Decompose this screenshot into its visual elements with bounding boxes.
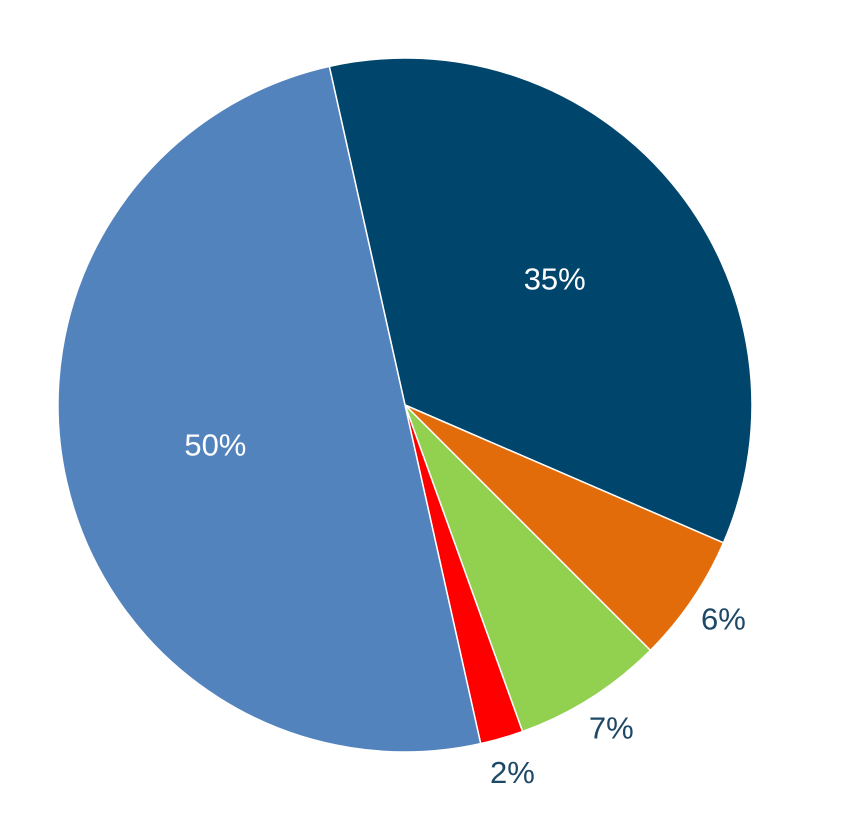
data-label: 6% xyxy=(701,602,746,637)
data-label: 50% xyxy=(184,428,246,463)
data-label: 2% xyxy=(490,755,535,790)
data-label: 7% xyxy=(589,710,634,745)
pie-slice xyxy=(404,404,725,652)
pie-slice xyxy=(404,404,652,733)
pie-slice xyxy=(57,65,482,753)
data-label: 35% xyxy=(524,261,586,296)
pie-slice xyxy=(328,57,753,544)
